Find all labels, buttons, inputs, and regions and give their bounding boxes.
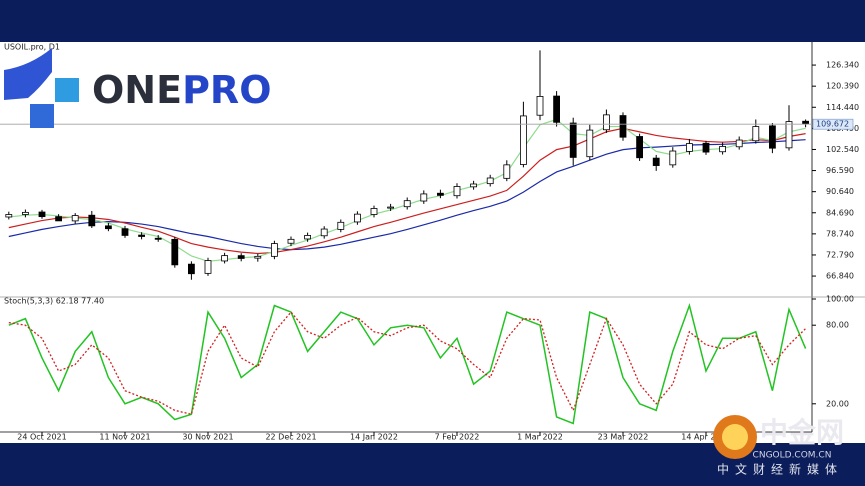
candle-body <box>686 143 693 152</box>
candle-body <box>270 243 278 257</box>
candle-body <box>320 228 328 237</box>
candle-body <box>636 136 643 159</box>
candle-body <box>486 177 494 185</box>
candle-body <box>370 208 378 215</box>
candle-body <box>105 225 112 230</box>
candle-body <box>702 142 710 153</box>
candle-body <box>154 237 162 240</box>
y-tick-label: 90.640 <box>826 187 854 196</box>
stochastic-line <box>8 311 807 416</box>
y-tick-label: 100.00 <box>826 295 854 304</box>
candle-body <box>387 206 395 209</box>
y-tick-label: 126.340 <box>826 61 859 70</box>
logo-square <box>30 104 54 128</box>
candle-body <box>221 255 229 262</box>
x-tick-label: 14 Jan 2022 <box>350 433 398 442</box>
watermark-title: 中金网 <box>760 416 844 449</box>
candle-body <box>187 263 195 275</box>
watermark-tagline: 中文财经新媒体 <box>717 462 843 477</box>
last-price-box <box>812 118 854 130</box>
candle-body <box>569 122 577 158</box>
candle-body <box>553 95 560 123</box>
candle-body <box>304 235 312 240</box>
candle-body <box>735 139 743 148</box>
watermark: 中金网 CNGOLD.COM.CN 中文财经新媒体 <box>713 415 844 477</box>
y-tick-label: 84.690 <box>826 208 854 217</box>
candle-body <box>520 115 527 165</box>
candle-body <box>5 214 13 218</box>
candle-body <box>237 255 245 259</box>
x-tick-label: 7 Feb 2022 <box>435 433 480 442</box>
candle-body <box>55 216 62 222</box>
x-tick-label: 24 Oct 2021 <box>17 433 66 442</box>
plot-layer: USOIL.pro, D1126.340120.390114.440108.49… <box>0 42 865 442</box>
x-tick-label: 23 Mar 2022 <box>598 433 649 442</box>
candle-body <box>420 193 428 202</box>
candle-body <box>121 228 129 236</box>
onepro-logo: ONEPRO <box>4 48 272 128</box>
candle-body <box>21 211 29 215</box>
candle-body <box>353 213 361 223</box>
x-tick-label: 30 Nov 2021 <box>182 433 233 442</box>
y-tick-label: 120.390 <box>826 82 859 91</box>
candle-body <box>752 126 760 142</box>
candle-body <box>71 215 79 222</box>
candle-body <box>619 115 627 138</box>
candle-body <box>403 200 411 208</box>
candle-body <box>38 211 46 218</box>
candle-body <box>436 192 444 196</box>
candle-body <box>287 238 295 244</box>
panel-title: USOIL.pro, D1 <box>4 43 60 52</box>
candle-body <box>719 146 726 153</box>
last-price-label: 109.672 <box>816 120 849 129</box>
x-tick-label: 22 Dec 2021 <box>265 433 316 442</box>
candle-body <box>138 234 146 237</box>
y-tick-label: 66.840 <box>826 272 854 281</box>
candle-body <box>503 164 511 179</box>
panel-title: Stoch(5,3,3) 62.18 77.40 <box>4 297 104 306</box>
y-tick-label: 72.790 <box>826 250 854 259</box>
watermark-emblem-inner <box>722 424 748 450</box>
x-tick-label: 14 Apr 2022 <box>681 433 730 442</box>
x-tick-label: 11 Nov 2021 <box>99 433 150 442</box>
logo-square <box>55 78 79 102</box>
logo-text: ONEPRO <box>92 68 272 112</box>
y-tick-label: 78.740 <box>826 229 854 238</box>
watermark-url: CNGOLD.COM.CN <box>753 451 832 461</box>
candle-body <box>603 114 610 131</box>
candle-body <box>88 214 96 227</box>
candle-body <box>785 121 793 149</box>
y-tick-label: 20.00 <box>826 399 849 408</box>
candle-body <box>470 183 478 188</box>
candle-body <box>536 96 544 116</box>
candle-body <box>453 186 461 197</box>
candle-body <box>586 129 594 158</box>
candle-body <box>769 125 776 149</box>
logo-one: ONE <box>92 68 182 112</box>
logo-swoosh <box>4 48 52 100</box>
candle-body <box>669 150 677 166</box>
moving-average-line <box>8 139 806 251</box>
candle-body <box>171 238 179 266</box>
y-tick-label: 114.440 <box>826 103 859 112</box>
top-bar <box>0 0 865 42</box>
candle-body <box>204 260 212 274</box>
candle-body <box>254 255 262 259</box>
candle-body <box>802 120 809 125</box>
y-tick-label: 96.590 <box>826 166 854 175</box>
x-tick-label: 1 Mar 2022 <box>517 433 563 442</box>
moving-average-line <box>8 127 806 255</box>
candle-body <box>337 221 345 230</box>
y-tick-label: 80.00 <box>826 321 849 330</box>
candle-body <box>652 157 660 166</box>
y-tick-label: 102.540 <box>826 145 859 154</box>
logo-pro: PRO <box>182 68 271 112</box>
